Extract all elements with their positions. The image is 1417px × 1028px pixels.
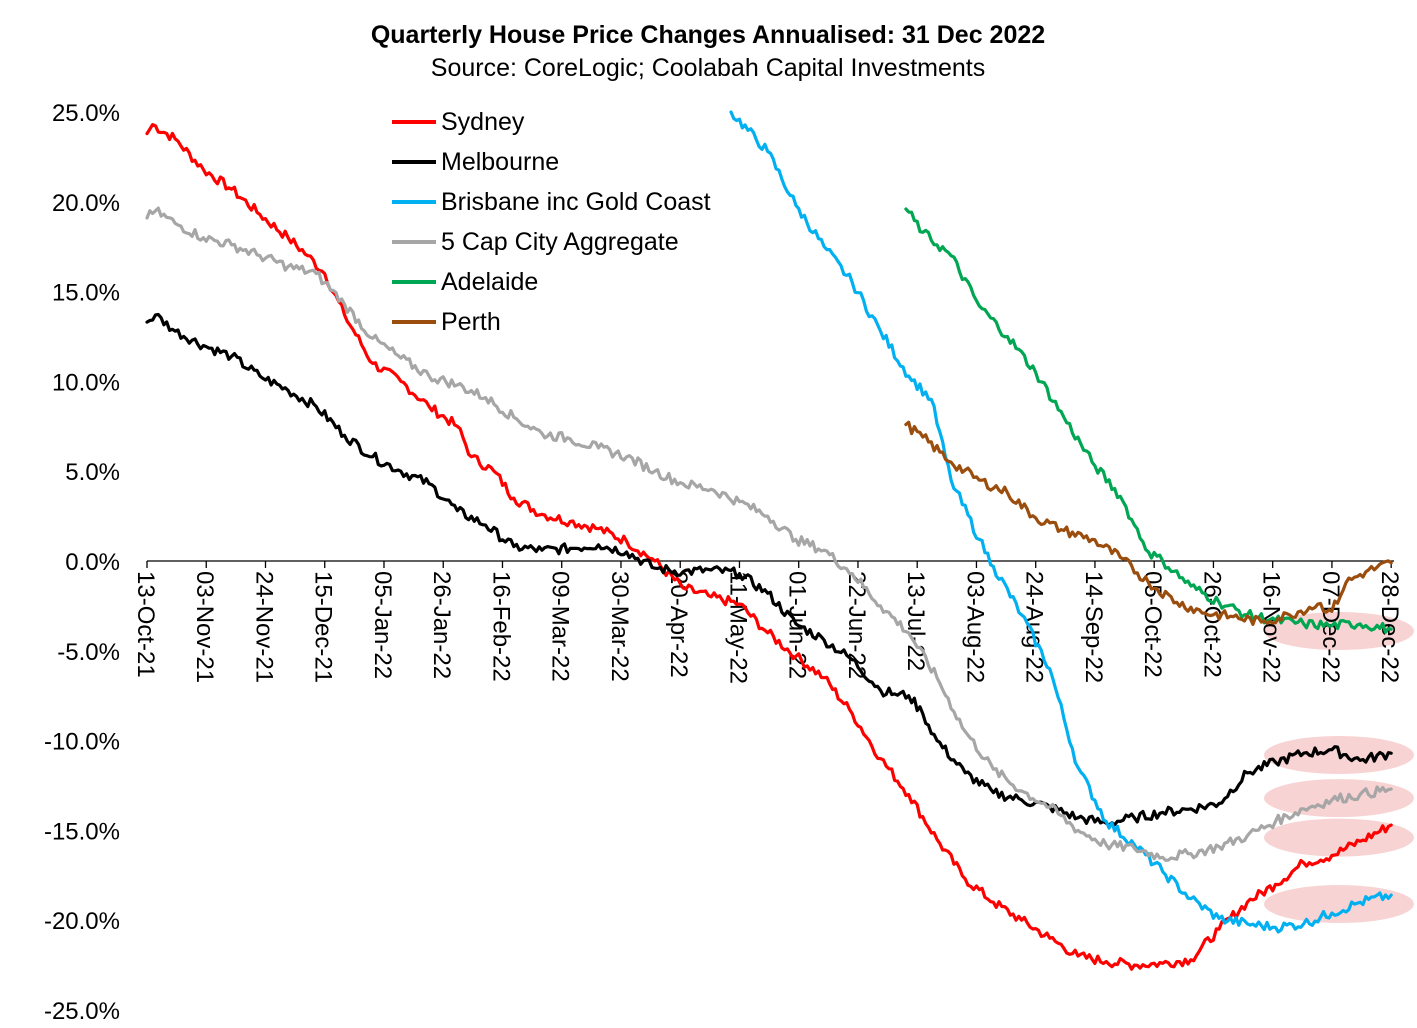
y-tick-label: 25.0% — [52, 100, 120, 127]
x-tick-label: 03-Nov-21 — [191, 571, 218, 683]
series-line-5-cap-city-aggregate — [145, 206, 1393, 862]
x-tick-label: 26-Jan-22 — [428, 571, 455, 679]
series-line-sydney — [145, 123, 1393, 971]
y-tick-label: -5.0% — [57, 639, 120, 666]
x-tick-label: 16-Nov-22 — [1258, 571, 1285, 683]
legend-label: Melbourne — [441, 148, 559, 176]
x-tick-label: 11-May-22 — [724, 571, 751, 684]
series-line-adelaide — [904, 207, 1393, 634]
series-line-brisbane-inc-gold-coast — [729, 110, 1393, 934]
x-tick-label: 24-Nov-21 — [250, 571, 277, 683]
x-tick-label: 13-Oct-21 — [132, 571, 159, 678]
y-tick-label: 0.0% — [65, 549, 120, 576]
highlight-ellipse-4 — [1263, 885, 1415, 924]
series-line-melbourne — [145, 312, 1393, 827]
x-tick-label: 03-Aug-22 — [961, 571, 988, 683]
series-line-perth — [904, 420, 1393, 626]
x-tick-label: 05-Jan-22 — [369, 571, 396, 679]
series-group — [145, 110, 1393, 971]
x-tick-label: 14-Sep-22 — [1080, 571, 1107, 683]
chart-title: Quarterly House Price Changes Annualised… — [371, 21, 1045, 49]
y-tick-label: -15.0% — [44, 818, 120, 845]
y-tick-label: -20.0% — [44, 908, 120, 935]
legend-label: 5 Cap City Aggregate — [441, 228, 679, 256]
y-tick-label: -25.0% — [44, 998, 120, 1025]
legend-label: Perth — [441, 308, 501, 336]
legend-label: Adelaide — [441, 268, 538, 296]
legend-label: Sydney — [441, 108, 525, 136]
y-tick-label: 15.0% — [52, 280, 120, 307]
x-tick-label: 16-Feb-22 — [487, 571, 514, 682]
highlight-ellipse-3 — [1263, 818, 1415, 857]
legend: Sydney Melbourne Brisbane inc Gold Coast 5 … — [392, 108, 711, 336]
y-axis: 25.0% 20.0% 15.0% 10.0% 5.0% 0.0% -5.0% -10.0% -… — [44, 100, 120, 1025]
x-tick-label: 09-Mar-22 — [547, 571, 574, 682]
x-tick-label: 24-Aug-22 — [1021, 571, 1048, 683]
x-tick-label: 30-Mar-22 — [606, 571, 633, 682]
x-axis: 13-Oct-21 03-Nov-21 24-Nov-21 15-Dec-21 05-J… — [132, 560, 1403, 684]
legend-label: Brisbane inc Gold Coast — [441, 188, 711, 216]
y-tick-label: 10.0% — [52, 369, 120, 396]
y-tick-label: -10.0% — [44, 729, 120, 756]
x-tick-label: 26-Oct-22 — [1198, 571, 1225, 678]
chart-subtitle: Source: CoreLogic; Coolabah Capital Inve… — [431, 54, 985, 82]
y-tick-label: 5.0% — [65, 459, 120, 486]
x-tick-label: 15-Dec-21 — [310, 571, 337, 683]
y-tick-label: 20.0% — [52, 190, 120, 217]
